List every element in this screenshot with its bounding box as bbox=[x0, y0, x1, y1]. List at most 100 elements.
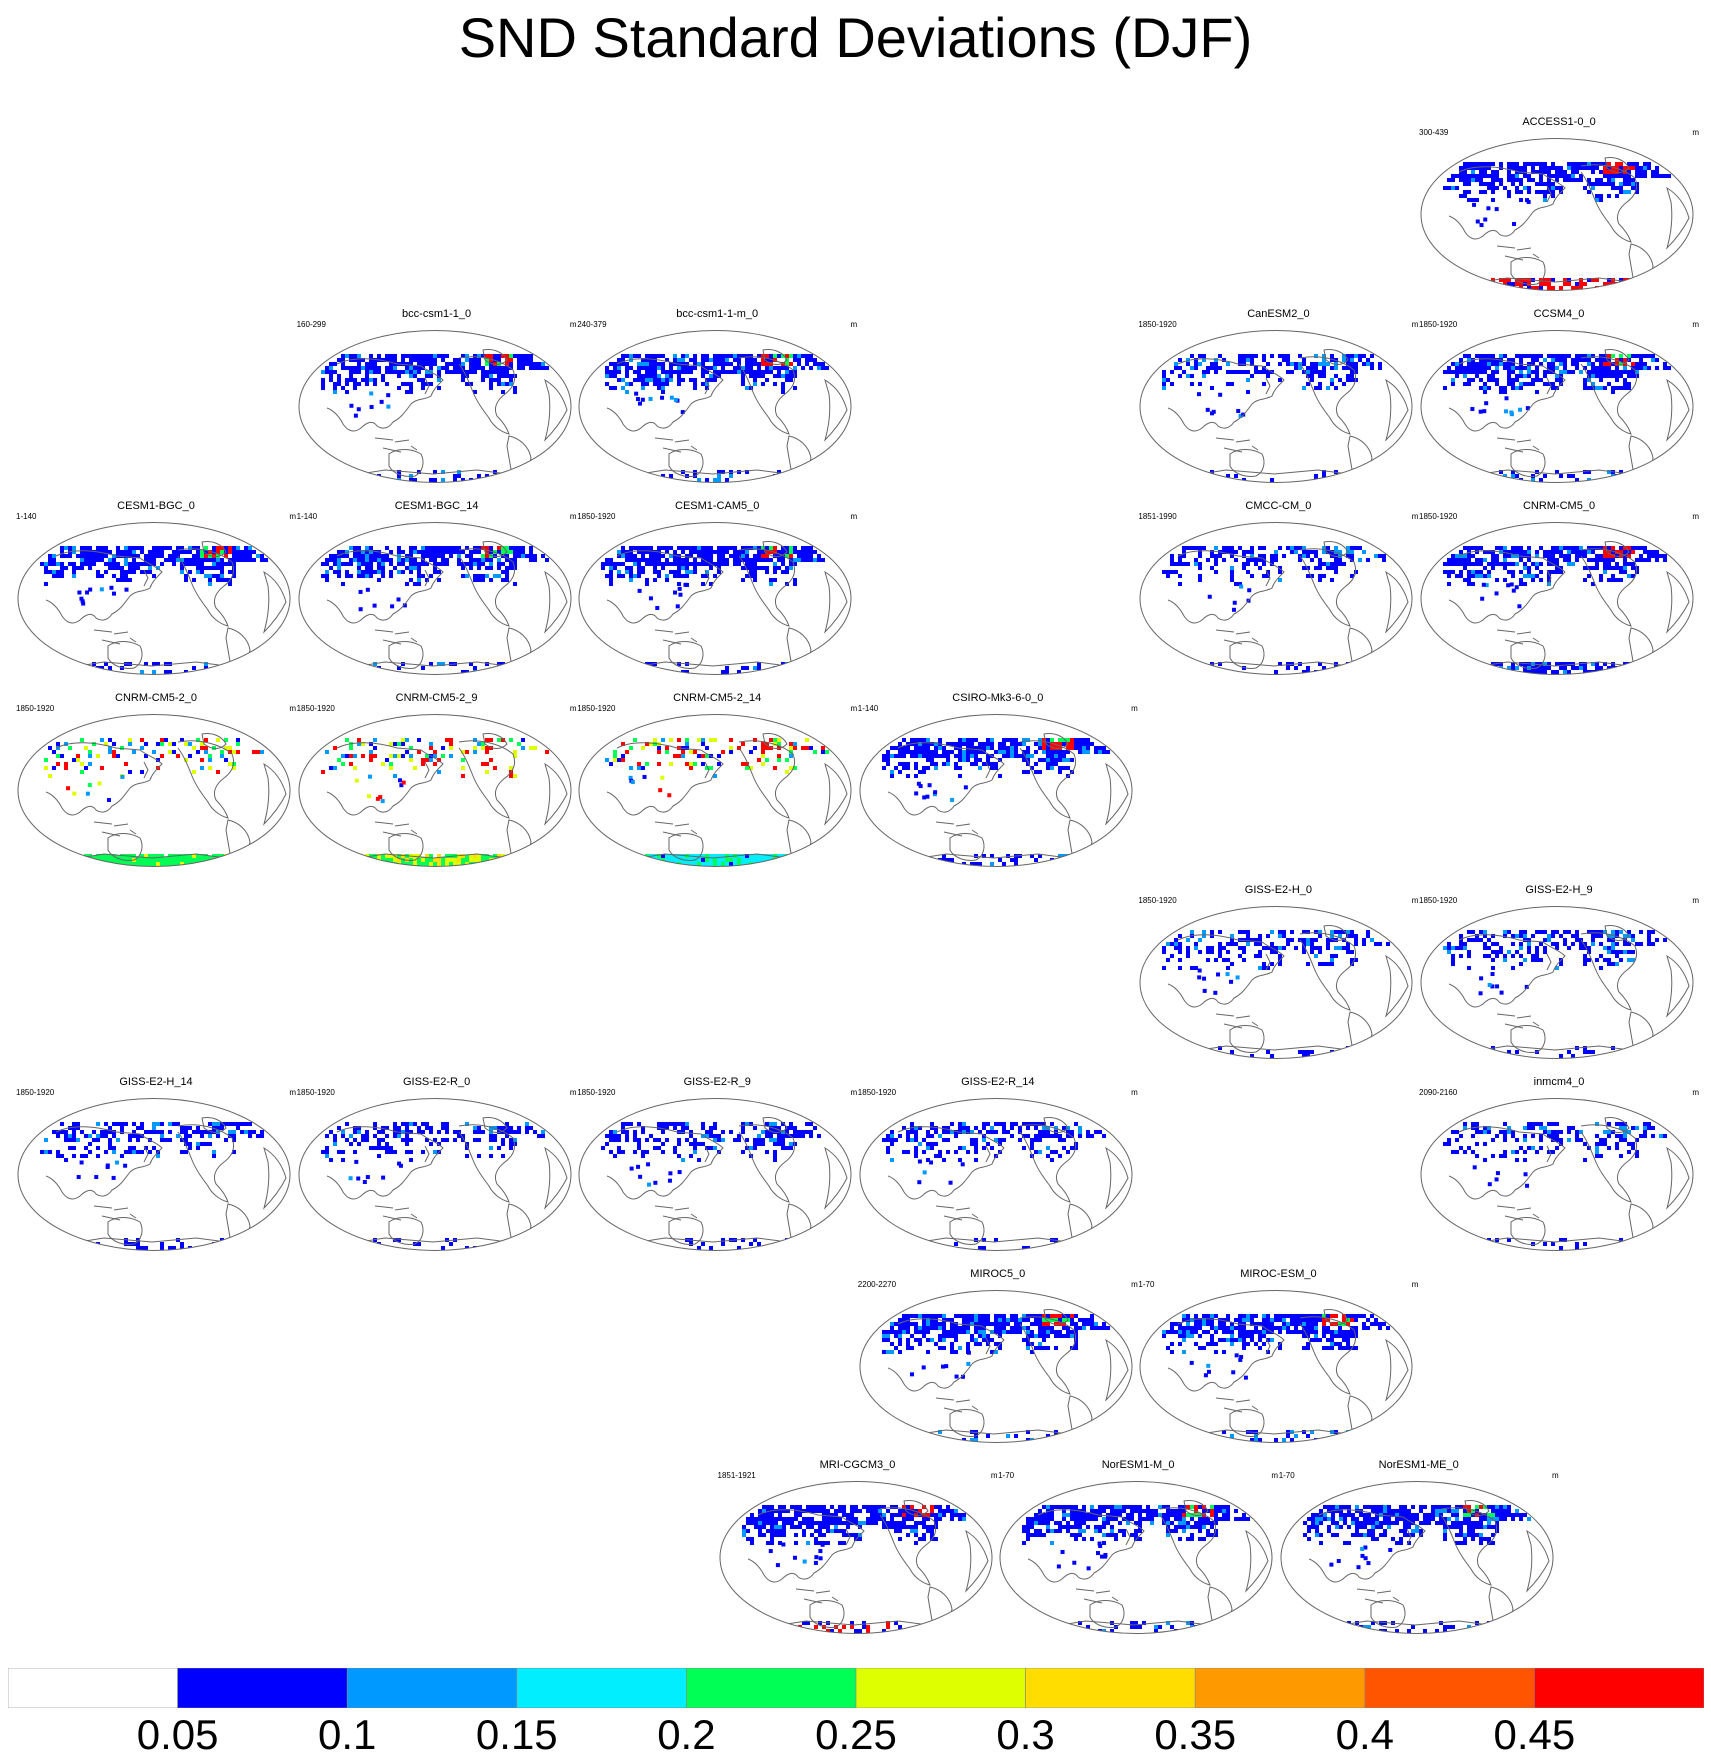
coastlines bbox=[1168, 1309, 1409, 1441]
coastline bbox=[1356, 1588, 1399, 1604]
coastline bbox=[1448, 1126, 1566, 1200]
map-frame bbox=[999, 1481, 1273, 1634]
panel-years: 2090-2160 bbox=[1419, 1088, 1458, 1097]
panel-years: 240-379 bbox=[577, 320, 607, 329]
coastline bbox=[107, 641, 143, 669]
panel-years: 1851-1921 bbox=[717, 1471, 756, 1480]
coastline bbox=[143, 569, 149, 587]
panel-title: CESM1-CAM5_0 bbox=[675, 500, 760, 512]
coastline bbox=[1229, 641, 1265, 669]
coastlines bbox=[1448, 349, 1690, 481]
coastline bbox=[424, 377, 430, 395]
map-plot bbox=[719, 1481, 992, 1634]
coastline bbox=[949, 1217, 985, 1245]
coastline bbox=[1323, 1309, 1349, 1325]
coastline bbox=[1464, 1500, 1490, 1516]
coastline bbox=[762, 541, 788, 557]
panel-title: GISS-E2-H_9 bbox=[1525, 884, 1593, 896]
panel-years: 1-70 bbox=[998, 1471, 1015, 1480]
coastline bbox=[1323, 349, 1349, 365]
coastline bbox=[907, 1237, 1084, 1245]
coastline bbox=[45, 1126, 163, 1200]
coastline bbox=[1308, 1509, 1426, 1583]
colorbar-swatch bbox=[686, 1668, 857, 1708]
map-plot bbox=[859, 714, 1133, 867]
coastline bbox=[1048, 1620, 1225, 1628]
map-panel: GISS-E2-R_0 1850-1920 m bbox=[297, 1076, 577, 1251]
panel-years: 1850-1920 bbox=[1419, 320, 1458, 329]
map-panel: CESM1-BGC_14 1-140 m bbox=[297, 500, 577, 675]
coastline bbox=[655, 1205, 698, 1221]
map-frame bbox=[1420, 522, 1694, 675]
coastline bbox=[1043, 733, 1069, 749]
coastlines bbox=[887, 1117, 1129, 1249]
coastline bbox=[388, 1217, 424, 1245]
coastline bbox=[374, 1205, 417, 1221]
map-frame bbox=[17, 522, 291, 675]
coastline bbox=[1229, 449, 1265, 477]
panel-title: GISS-E2-R_14 bbox=[961, 1076, 1035, 1088]
coastline bbox=[458, 548, 515, 627]
panel-units: m bbox=[1411, 320, 1419, 329]
panel-title: CNRM-CM5-2_14 bbox=[673, 692, 762, 704]
map-frame bbox=[578, 1098, 852, 1251]
map-plot bbox=[17, 1098, 291, 1251]
map-panel: GISS-E2-H_0 1850-1920 m bbox=[1138, 884, 1418, 1059]
coastline bbox=[607, 550, 724, 624]
coastline bbox=[1604, 157, 1630, 173]
coastline bbox=[326, 1126, 444, 1200]
coastline bbox=[1229, 1025, 1265, 1053]
coastline bbox=[1510, 1217, 1546, 1245]
map-plot bbox=[1139, 522, 1413, 675]
coastline bbox=[907, 1429, 1084, 1437]
coastline bbox=[845, 1528, 851, 1546]
coastline bbox=[177, 548, 235, 627]
panel-years: 1850-1920 bbox=[1419, 512, 1458, 521]
panel-years: 1-140 bbox=[857, 704, 879, 713]
coastline bbox=[1188, 661, 1365, 669]
coastline bbox=[627, 853, 804, 861]
panel-units: m bbox=[569, 320, 577, 329]
panel-units: m bbox=[1411, 896, 1419, 905]
coastline bbox=[1604, 1117, 1630, 1133]
coastline bbox=[1323, 925, 1349, 941]
panel-units: m bbox=[289, 1088, 296, 1097]
map-panel: CCSM4_0 1850-1920 m bbox=[1419, 308, 1699, 483]
coastline bbox=[1580, 1124, 1638, 1203]
coastline bbox=[1216, 1013, 1259, 1029]
coastline bbox=[1406, 1528, 1412, 1546]
map-panel: GISS-E2-H_14 1850-1920 m bbox=[16, 1076, 296, 1251]
panel-title: CMCC-CM_0 bbox=[1245, 500, 1312, 512]
coastline bbox=[762, 1117, 788, 1133]
snow-depth-cells bbox=[1443, 930, 1667, 1058]
coastline bbox=[887, 1318, 1005, 1392]
coastline bbox=[704, 377, 710, 395]
map-panel: GISS-E2-R_9 1850-1920 m bbox=[577, 1076, 857, 1251]
panel-units: m bbox=[289, 704, 296, 713]
colorbar-label: 0.05 bbox=[136, 1711, 219, 1758]
panel-units: m bbox=[289, 512, 296, 521]
map-plot bbox=[578, 714, 852, 867]
coastline bbox=[824, 762, 848, 826]
panel-years: 160-299 bbox=[296, 320, 326, 329]
panel-units: m bbox=[1552, 1471, 1559, 1480]
map-plot bbox=[17, 522, 291, 675]
colorbar-label: 0.4 bbox=[1335, 1711, 1394, 1758]
coastline bbox=[1043, 1117, 1069, 1133]
map-plot bbox=[1420, 906, 1694, 1059]
coastline bbox=[668, 833, 704, 861]
coastline bbox=[1229, 1409, 1265, 1437]
panel-units: m bbox=[1692, 512, 1699, 521]
coastline bbox=[824, 378, 848, 442]
coastline bbox=[45, 742, 163, 816]
coastlines bbox=[45, 541, 287, 673]
coastline bbox=[607, 358, 724, 432]
map-plot bbox=[298, 330, 572, 483]
coastline bbox=[1168, 1318, 1286, 1392]
coastline bbox=[1496, 437, 1540, 453]
panel-title: CESM1-BGC_14 bbox=[394, 500, 479, 512]
map-plot bbox=[298, 522, 572, 675]
coastline bbox=[762, 349, 788, 365]
coastline bbox=[65, 1237, 243, 1245]
coastline bbox=[1159, 1507, 1217, 1586]
